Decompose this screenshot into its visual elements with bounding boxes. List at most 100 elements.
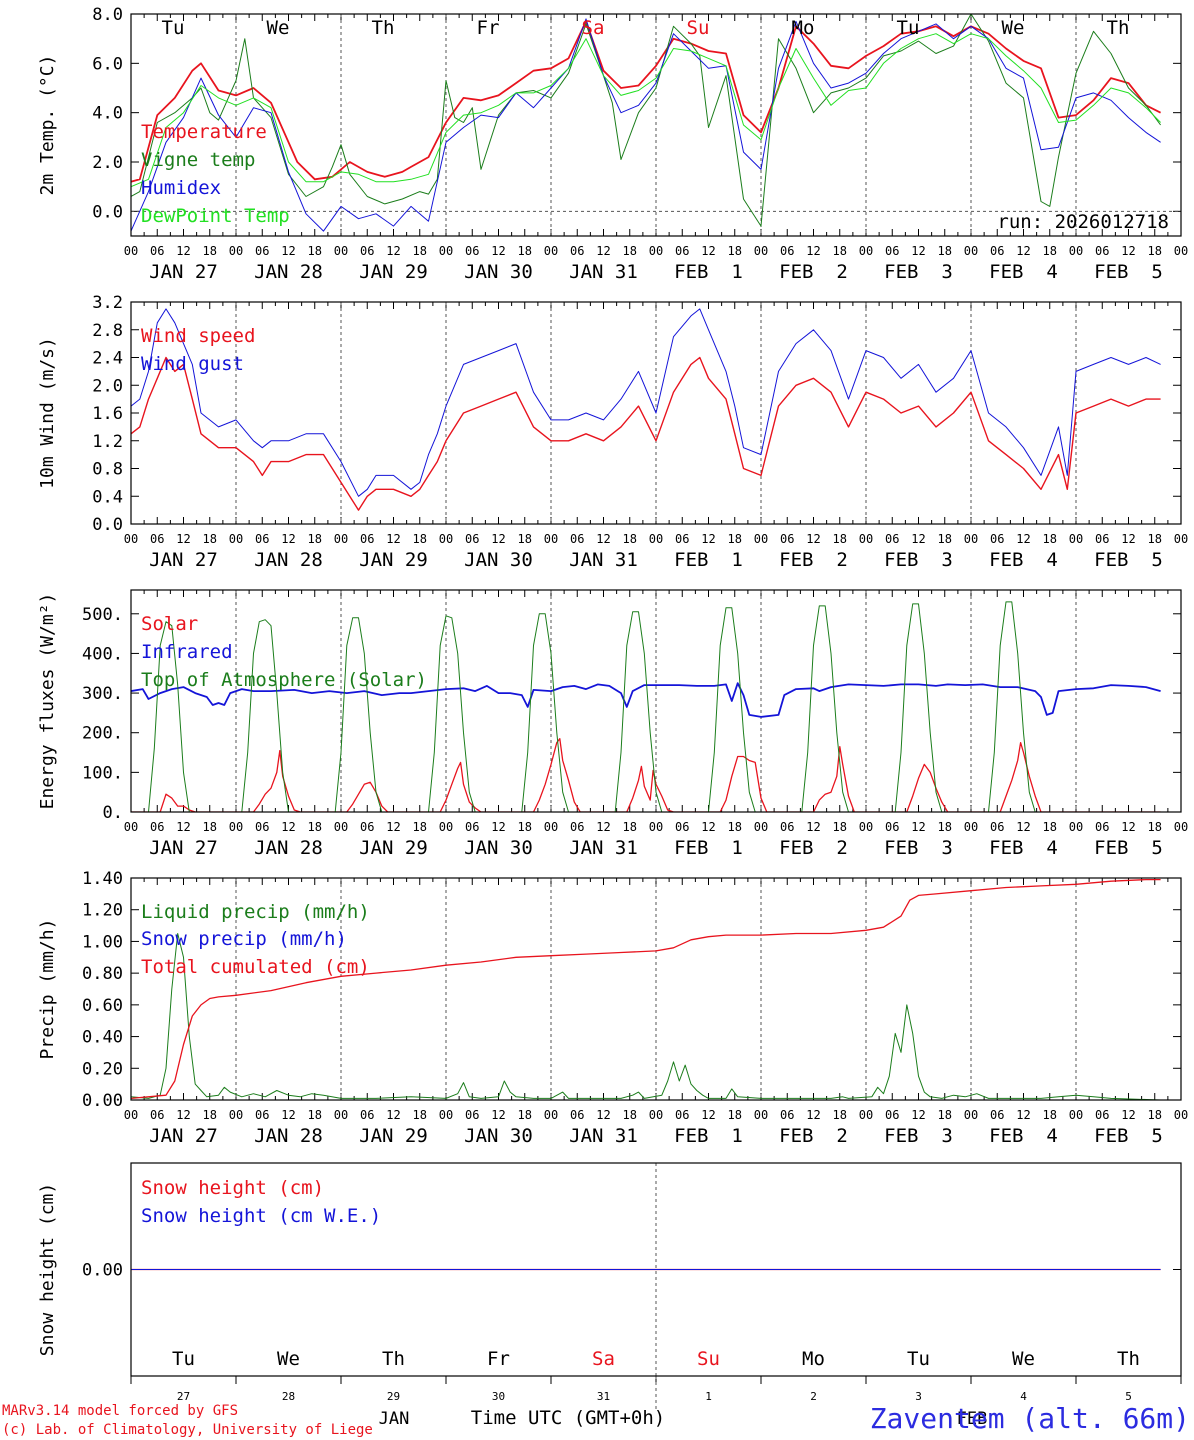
weekday-label: Sa [592, 1348, 615, 1370]
hour-label: 12 [1016, 820, 1030, 834]
station-name: Zaventem (alt. 66m) [870, 1402, 1190, 1435]
hour-label: 06 [990, 532, 1004, 546]
hour-label: 06 [465, 532, 479, 546]
y-tick-label: 0.8 [92, 460, 123, 480]
hour-label: 00 [754, 244, 768, 258]
hour-label: 12 [701, 532, 715, 546]
hour-label: 18 [308, 820, 322, 834]
hour-label: 12 [1121, 820, 1135, 834]
date-label: JAN 28 [254, 549, 323, 571]
legend-entry: Top of Atmosphere (Solar) [141, 669, 427, 691]
day-number: 5 [1125, 1390, 1132, 1403]
day-number: 27 [177, 1390, 190, 1403]
hour-label: 12 [596, 1108, 610, 1122]
date-label: JAN 27 [149, 1125, 218, 1147]
hour-label: 12 [701, 244, 715, 258]
y-tick-label: 0.40 [82, 1028, 123, 1048]
hour-label: 06 [150, 244, 164, 258]
hour-label: 18 [518, 1108, 532, 1122]
hour-label: 00 [754, 532, 768, 546]
hour-label: 00 [439, 820, 453, 834]
y-tick-label: 3.2 [92, 293, 123, 313]
weekday-label: We [277, 1348, 300, 1370]
hour-label: 18 [1043, 532, 1057, 546]
weekday-label: Su [697, 1348, 720, 1370]
hour-label: 18 [1043, 1108, 1057, 1122]
hour-label: 12 [806, 532, 820, 546]
hour-label: 18 [833, 244, 847, 258]
hour-label: 00 [1069, 244, 1083, 258]
y-tick-label: 500. [82, 605, 123, 625]
hour-label: 00 [859, 532, 873, 546]
legend-entry: Snow precip (mm/h) [141, 928, 347, 950]
y-tick-label: 0.20 [82, 1059, 123, 1079]
hour-label: 00 [649, 532, 663, 546]
hour-label: 00 [859, 244, 873, 258]
hour-label: 00 [229, 1108, 243, 1122]
hour-label: 00 [229, 244, 243, 258]
hour-label: 06 [465, 244, 479, 258]
date-label: FEB 2 [779, 261, 848, 283]
series-line-4 [131, 33, 1161, 188]
hour-label: 18 [938, 244, 952, 258]
hour-label: 06 [885, 532, 899, 546]
hour-label: 00 [964, 820, 978, 834]
date-label: JAN 28 [254, 1125, 323, 1147]
hour-label: 06 [570, 532, 584, 546]
hour-label: 18 [938, 1108, 952, 1122]
hour-label: 18 [308, 1108, 322, 1122]
hour-label: 18 [203, 1108, 217, 1122]
hour-label: 12 [701, 1108, 715, 1122]
y-tick-label: 4.0 [92, 104, 123, 124]
date-label: JAN 31 [569, 261, 638, 283]
weekday-label: Tu [172, 1348, 195, 1370]
hour-label: 12 [176, 244, 190, 258]
hour-label: 12 [806, 244, 820, 258]
chart-panel-2: 00 06 12 18 00 06 12 18 00 06 12 18 00 06 12 18 00 06 12 18… [37, 293, 1188, 571]
hour-label: 18 [518, 532, 532, 546]
hour-label: 12 [911, 532, 925, 546]
y-tick-label: 8.0 [92, 5, 123, 25]
hour-label: 06 [570, 1108, 584, 1122]
hour-label: 12 [281, 244, 295, 258]
hour-label: 00 [544, 820, 558, 834]
date-label: JAN 29 [359, 1125, 428, 1147]
day-number: 31 [597, 1390, 610, 1403]
hour-label: 18 [203, 532, 217, 546]
hour-label: 00 [229, 820, 243, 834]
hour-label: 06 [780, 244, 794, 258]
hour-label: 18 [833, 820, 847, 834]
legend-entry: Humidex [141, 177, 221, 199]
hour-label: 12 [1016, 1108, 1030, 1122]
hour-label: 00 [964, 1108, 978, 1122]
hour-label: 12 [911, 1108, 925, 1122]
hour-label: 18 [728, 532, 742, 546]
credit-line-2: (c) Lab. of Climatology, University of L… [2, 1422, 373, 1438]
date-label: JAN 30 [464, 837, 533, 859]
hour-label: 00 [439, 532, 453, 546]
y-tick-label: 0.00 [82, 1261, 123, 1281]
weekday-label: We [1012, 1348, 1035, 1370]
hour-label: 00 [124, 820, 138, 834]
date-label: JAN 31 [569, 1125, 638, 1147]
date-label: JAN 30 [464, 1125, 533, 1147]
date-label: JAN 28 [254, 837, 323, 859]
chart-panel-5: Tu 27 We 28 Th 29 Fr 30 Sa 31 Su 1 Mo 2 Tu 3 We 4 Th 5 0.00 S… [37, 1162, 1182, 1412]
hour-label: 06 [570, 244, 584, 258]
hour-label: 00 [544, 1108, 558, 1122]
y-tick-label: 2.0 [92, 153, 123, 173]
weekday-label: We [267, 17, 290, 39]
time-axis-label: Time UTC (GMT+0h) [471, 1407, 665, 1429]
y-tick-label: 200. [82, 724, 123, 744]
hour-label: 12 [491, 244, 505, 258]
date-label: FEB 2 [779, 549, 848, 571]
date-label: FEB 1 [674, 261, 743, 283]
hour-label: 00 [124, 244, 138, 258]
hour-label: 06 [150, 532, 164, 546]
chart-panel-3: 00 06 12 18 00 06 12 18 00 06 12 18 00 06 12 18 00 06 12 18… [37, 589, 1188, 859]
hour-label: 00 [334, 820, 348, 834]
month-label-feb: FEB [957, 1409, 988, 1429]
date-label: FEB 2 [779, 837, 848, 859]
hour-label: 12 [1016, 244, 1030, 258]
